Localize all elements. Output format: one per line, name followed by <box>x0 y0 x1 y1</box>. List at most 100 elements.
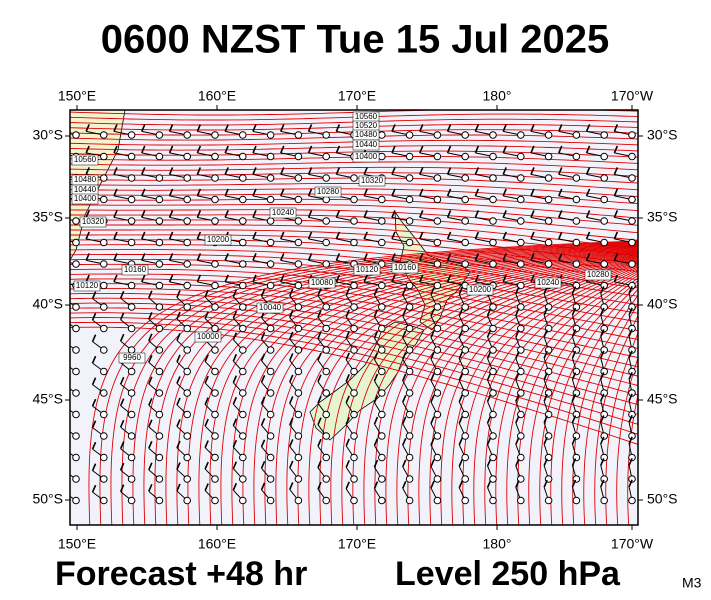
station <box>100 260 108 268</box>
wind-barb-flag <box>613 145 619 154</box>
wind-barb-flag <box>280 274 285 283</box>
wind-barb-flag <box>113 253 118 261</box>
wind-barb-flag <box>85 167 90 175</box>
station <box>266 131 275 139</box>
wind-barb-flag <box>148 290 153 299</box>
wind-barb-flag <box>168 124 174 132</box>
station <box>378 453 386 462</box>
wind-barb-flag <box>204 289 209 298</box>
station <box>211 260 219 268</box>
wind-barb-flag <box>345 352 350 361</box>
wind-barb-flag <box>196 145 202 154</box>
wind-barb-flag <box>119 376 125 385</box>
station <box>211 152 219 161</box>
contour-line <box>407 261 638 525</box>
wind-barb-flag <box>600 286 605 294</box>
station <box>350 217 358 225</box>
wind-barb-flag <box>280 124 285 132</box>
contour-line <box>231 248 638 525</box>
contour-label-box <box>204 234 232 246</box>
contour-line <box>70 193 638 212</box>
wind-barb-flag <box>168 210 174 218</box>
wind-barb-flag <box>317 352 322 361</box>
station <box>155 195 164 204</box>
contour-line <box>506 272 638 525</box>
wind-barb-flag <box>317 374 322 382</box>
contour-line <box>473 267 638 525</box>
station <box>600 410 609 419</box>
wind-barb-flag <box>113 274 118 283</box>
station <box>72 303 80 311</box>
station <box>294 281 303 290</box>
wind-barb-flag <box>543 372 548 381</box>
wind-barb-flag <box>345 374 350 382</box>
wind-barb-flag <box>571 329 577 337</box>
wind-barb-flag <box>148 484 153 492</box>
wind-barb-flag <box>345 395 350 404</box>
station <box>294 496 303 505</box>
wind-barb-flag <box>91 377 97 385</box>
station <box>378 238 386 247</box>
wind-barb-flag <box>64 292 67 299</box>
station <box>155 496 164 505</box>
wind-barb-flag <box>628 436 633 445</box>
wind-barb-flag <box>176 419 181 427</box>
station <box>72 324 80 333</box>
wind-barb-flag <box>345 309 350 318</box>
footer-level: Level 250 hPa <box>395 555 621 593</box>
wind-barb-flag <box>502 231 507 240</box>
wind-barb-flag <box>289 460 294 469</box>
wind-barb-flag <box>148 312 153 320</box>
wind-barb-flag <box>148 441 153 449</box>
station <box>155 303 164 311</box>
wind-barb-flag <box>401 437 407 446</box>
station <box>350 324 358 333</box>
wind-barb-flag <box>530 124 535 132</box>
wind-barb-flag <box>260 289 266 297</box>
wind-barb-flag <box>196 253 202 261</box>
wind-barb-flag <box>430 351 435 360</box>
wind-barb-flag <box>430 330 435 338</box>
station <box>100 152 108 161</box>
wind-barb-flag <box>335 231 341 240</box>
station <box>239 238 247 247</box>
wind-barb-flag <box>613 210 619 218</box>
station <box>100 324 108 333</box>
wind-barb-flag <box>458 308 464 317</box>
station <box>350 238 358 247</box>
wind-barb-flag <box>363 167 368 175</box>
wind-barb-flag <box>91 291 97 299</box>
wind-barb-flag <box>64 464 67 471</box>
wind-barb-flag <box>289 374 294 383</box>
contour-label: 10480 <box>74 175 97 184</box>
wind-barb-flag <box>176 397 181 406</box>
wind-barb-flag <box>474 167 480 175</box>
wind-barb-flag <box>628 307 633 316</box>
contour-label: 10560 <box>74 155 97 164</box>
wind-barb-flag <box>335 167 341 175</box>
wind-barb-flag <box>317 288 322 296</box>
wind-barb-flag <box>600 350 605 359</box>
wind-barb-flag <box>628 371 633 380</box>
station <box>211 174 219 182</box>
station <box>127 475 136 483</box>
station <box>239 131 247 139</box>
station <box>405 303 414 311</box>
wind-barb-flag <box>373 438 379 446</box>
wind-barb-flag <box>148 419 153 428</box>
station <box>155 238 164 247</box>
wind-barb-flag <box>148 376 153 385</box>
wind-barb-flag <box>391 274 396 283</box>
station <box>239 367 247 376</box>
station <box>350 453 358 462</box>
wind-barb-flag <box>502 167 507 175</box>
station <box>461 496 470 505</box>
station <box>211 131 219 139</box>
station <box>183 281 191 290</box>
wind-barb-flag <box>613 253 619 261</box>
station <box>405 217 414 225</box>
station <box>266 217 275 225</box>
station <box>155 432 164 440</box>
station <box>322 346 331 354</box>
station <box>211 324 219 333</box>
